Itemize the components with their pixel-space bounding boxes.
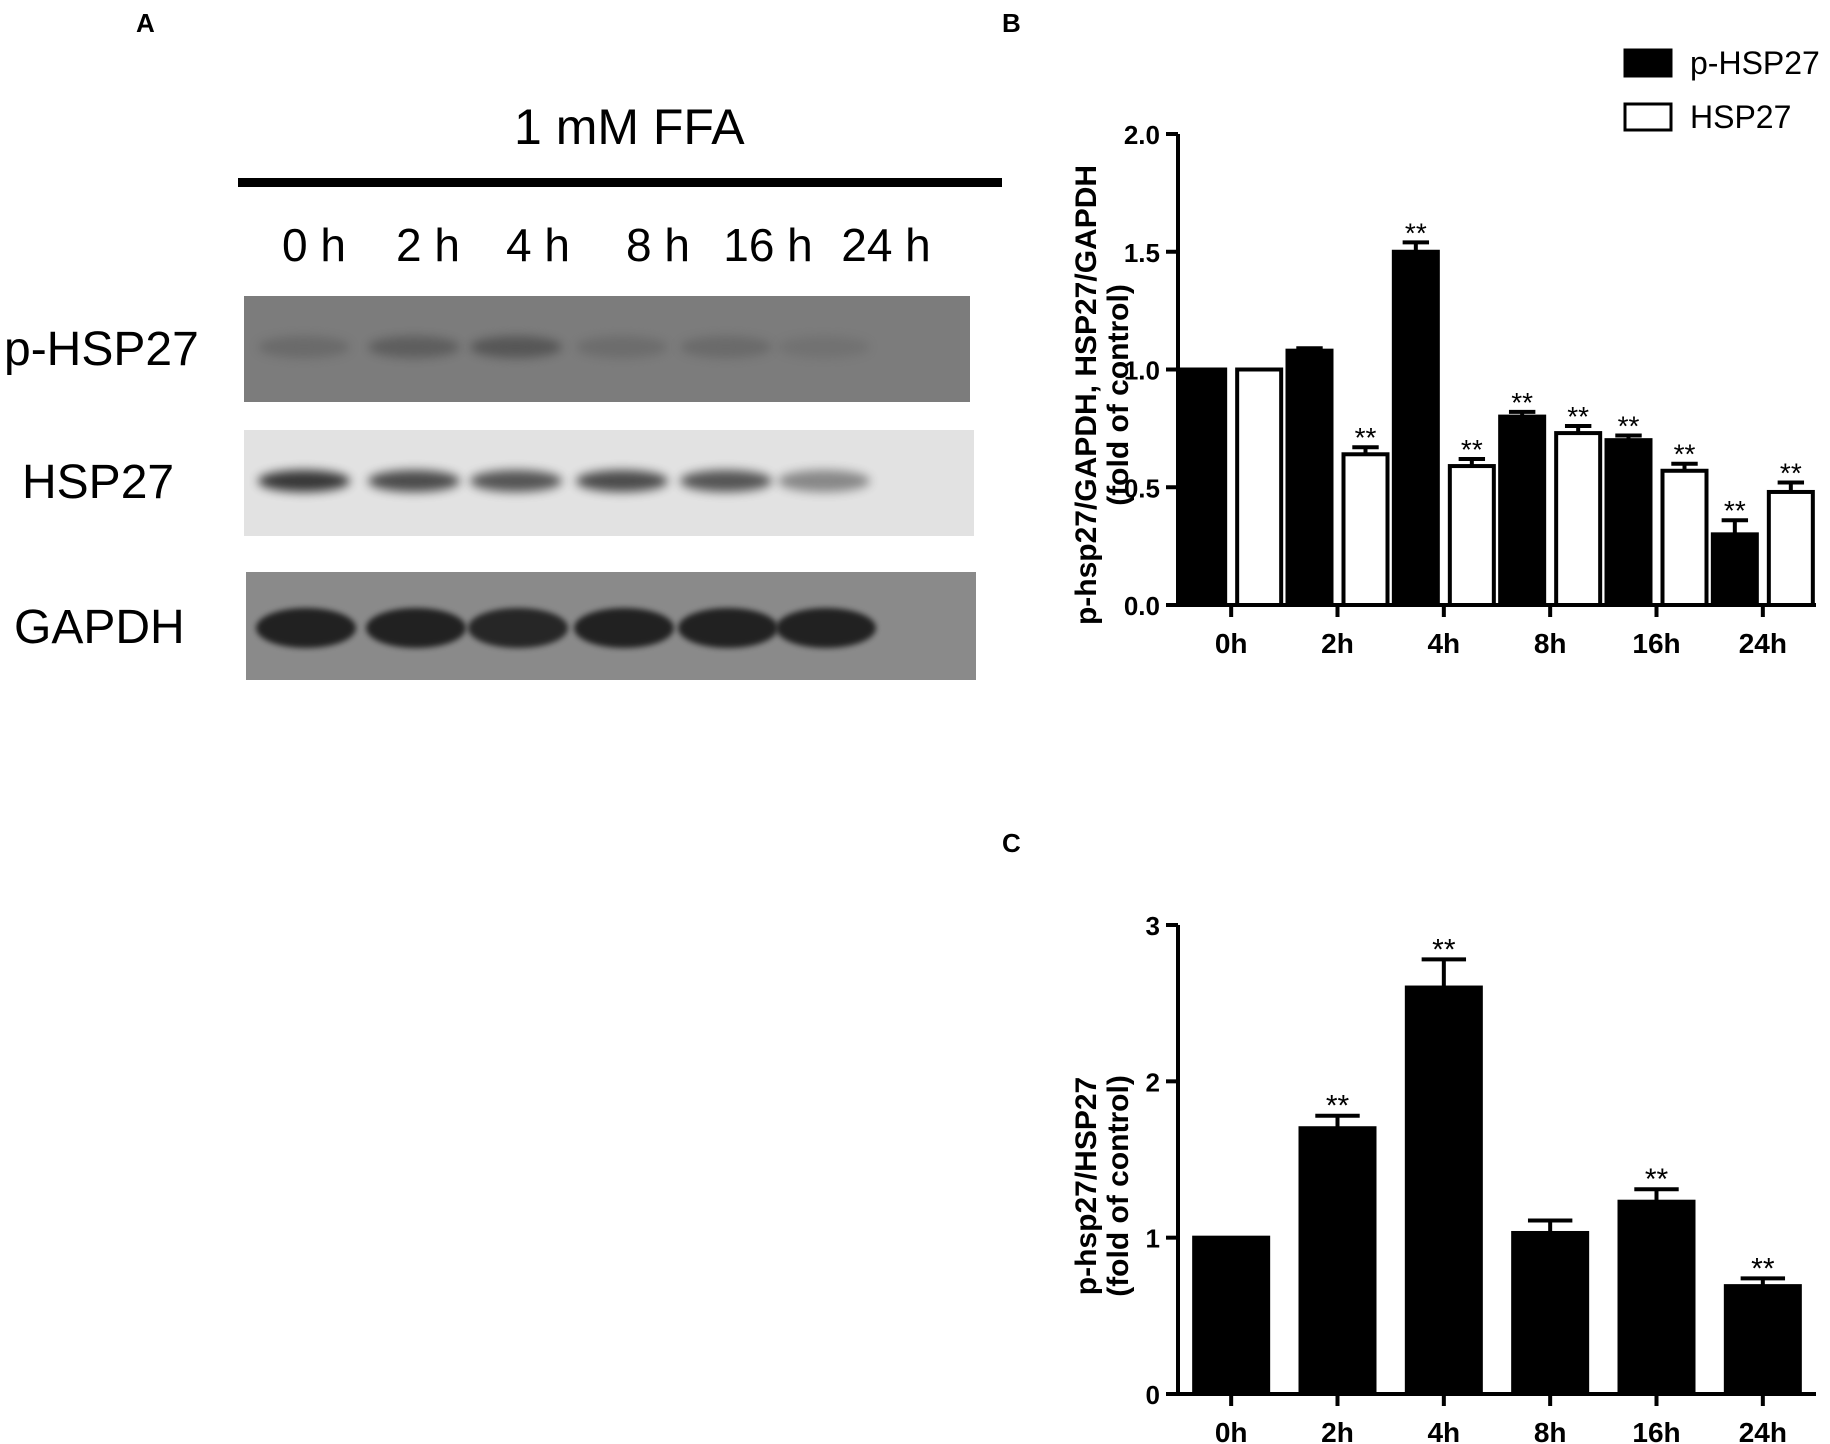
legend-label-p-hsp27: p-HSP27 [1690,45,1820,81]
chart-b-bar-hsp27-2h [1341,452,1390,607]
lane-label-4h: 4 h [506,219,570,271]
chart-b-significance-mark: ** [1618,410,1640,441]
chart-b-bar-p-hsp27-16h [1604,438,1653,607]
chart-b-bar-hsp27-16h [1660,468,1709,608]
chart-c-ylabel-line2: (fold of control) [1102,1075,1135,1297]
panel-label-a: A [136,8,155,38]
chart-b-bar-p-hsp27-8h [1498,414,1547,607]
lane-label-8h: 8 h [626,219,690,271]
chart-b-significance-mark: ** [1405,217,1427,248]
chart-b-significance-mark: ** [1355,422,1377,453]
chart-b-significance-mark: ** [1567,401,1589,432]
chart-c-xtick-label: 0h [1215,1417,1248,1444]
band-hsp27-lane-5 [778,470,870,492]
blot-strip-p-hsp27 [244,296,970,402]
chart-b-bar-p-hsp27-4h [1391,249,1440,607]
lane-label-0h: 0 h [282,219,346,271]
chart-c-significance-mark: ** [1645,1163,1669,1196]
band-gapdh-lane-2 [468,608,568,648]
band-hsp27-lane-1 [368,470,460,492]
chart-c-ylabel-line1: p-hsp27/HSP27 [1070,1077,1103,1295]
chart-c-bar-series-2h [1298,1126,1377,1396]
band-hsp27-lane-0 [258,470,350,492]
legend-label-hsp27: HSP27 [1690,99,1791,135]
chart-b-significance-mark: ** [1511,387,1533,418]
band-gapdh-lane-4 [678,608,778,648]
band-p-hsp27-lane-3 [576,336,668,358]
chart-c-xtick-label: 4h [1427,1417,1460,1444]
chart-b-xtick-label: 0h [1215,628,1248,659]
chart-b-ylabel-line1: p-hsp27/GAPDH, HSP27/GAPDH [1070,165,1103,625]
chart-c-bar-series-24h [1723,1284,1802,1397]
chart-c-ytick-label: 2 [1146,1067,1160,1097]
chart-b-ytick-label: 1.5 [1124,238,1160,268]
band-hsp27-lane-2 [470,470,562,492]
chart-b-ytick-label: 0.5 [1124,473,1160,503]
band-p-hsp27-lane-0 [258,336,350,358]
row-label-gapdh: GAPDH [14,601,185,654]
row-label-hsp27: HSP27 [22,456,175,509]
chart-b-xtick-label: 8h [1534,628,1567,659]
band-p-hsp27-lane-4 [680,336,772,358]
chart-c-bar-series-16h [1617,1199,1696,1396]
chart-b-ylabel-line2: (fold of control) [1102,284,1135,506]
band-gapdh-lane-0 [256,608,356,648]
legend-swatch-p-hsp27 [1623,48,1673,78]
treatment-bar [238,178,1002,187]
chart-b-significance-mark: ** [1461,434,1483,465]
chart-b-bar-hsp27-0h [1235,367,1284,607]
chart-c-xtick-label: 8h [1534,1417,1567,1444]
band-p-hsp27-lane-5 [778,336,870,358]
chart-b-xtick-label: 2h [1321,628,1354,659]
chart-c-bar-series-8h [1511,1230,1590,1396]
chart-b-xtick-label: 4h [1427,628,1460,659]
chart-c-significance-mark: ** [1751,1252,1775,1285]
chart-c-significance-mark: ** [1326,1090,1350,1123]
band-hsp27-lane-4 [680,470,772,492]
chart-c-xtick-label: 24h [1739,1417,1787,1444]
chart-b-significance-mark: ** [1780,458,1802,489]
band-gapdh-lane-3 [574,608,674,648]
chart-b-ytick-label: 0.0 [1124,591,1160,621]
chart-b-significance-mark: ** [1674,439,1696,470]
lane-label-2h: 2 h [396,219,460,271]
band-gapdh-lane-1 [366,608,466,648]
legend-swatch-hsp27 [1623,102,1673,132]
chart-b-ytick-label: 2.0 [1124,120,1160,150]
chart-c-bar-series-0h [1192,1235,1271,1396]
chart-c: p-hsp27/HSP27 (fold of control) 0 1 2 3 0h 2h… [1070,911,1816,1444]
band-gapdh-lane-5 [776,608,876,648]
chart-b-bar-p-hsp27-24h [1710,532,1759,608]
row-label-p-hsp27: p-HSP27 [4,323,199,376]
chart-b-bar-hsp27-24h [1766,489,1815,607]
blot-title: 1 mM FFA [514,99,745,155]
band-p-hsp27-lane-1 [368,336,460,358]
band-hsp27-lane-3 [576,470,668,492]
chart-b-ytick-label: 1.0 [1124,356,1160,386]
chart-b-xtick-label: 24h [1739,628,1787,659]
chart-c-xtick-label: 16h [1632,1417,1680,1444]
chart-c-ytick-label: 1 [1146,1224,1160,1254]
blot-strip-gapdh [246,572,976,680]
chart-b-bar-p-hsp27-2h [1285,348,1334,607]
chart-c-xtick-label: 2h [1321,1417,1354,1444]
chart-c-bar-series-4h [1404,985,1483,1397]
lane-label-16h: 16 h [723,219,813,271]
chart-b-bar-p-hsp27-0h [1179,367,1228,607]
chart-b: p-hsp27/GAPDH, HSP27/GAPDH (fold of cont… [1070,45,1820,659]
chart-b-xtick-label: 16h [1632,628,1680,659]
panel-label-b: B [1002,8,1021,38]
band-p-hsp27-lane-2 [470,336,562,358]
chart-b-significance-mark: ** [1724,495,1746,526]
chart-c-ytick-label: 0 [1146,1380,1160,1410]
lane-label-24h: 24 h [841,219,931,271]
panel-label-c: C [1002,828,1021,858]
chart-b-bar-hsp27-8h [1554,431,1603,607]
chart-c-ytick-label: 3 [1146,911,1160,941]
blot-strip-hsp27 [244,430,974,536]
chart-c-significance-mark: ** [1432,933,1456,966]
chart-b-bar-hsp27-4h [1447,464,1496,607]
